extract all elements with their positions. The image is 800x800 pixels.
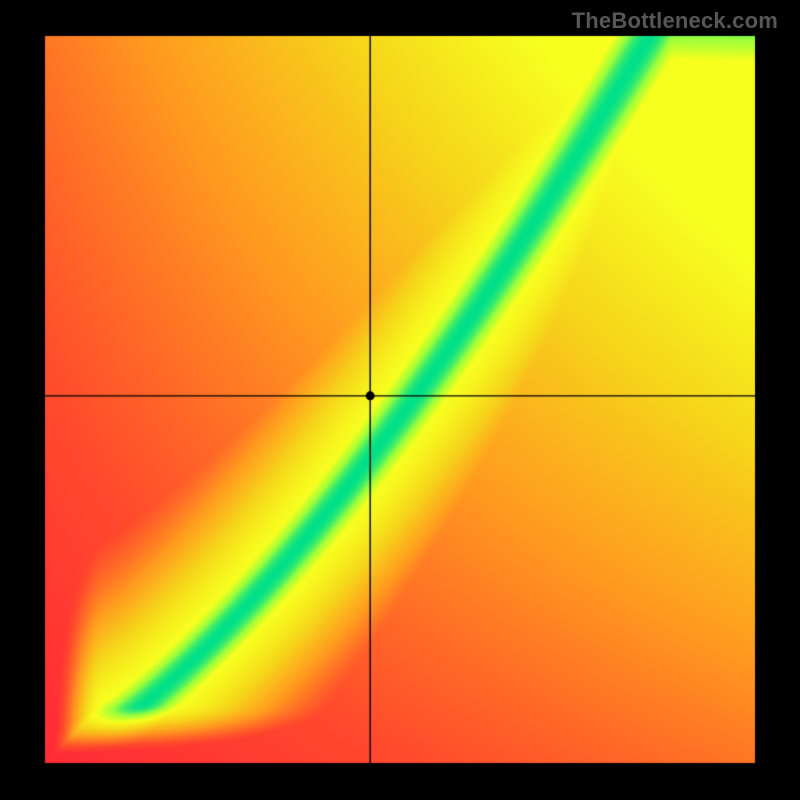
watermark-text: TheBottleneck.com: [572, 8, 778, 34]
heatmap-canvas: [0, 0, 800, 800]
chart-container: TheBottleneck.com: [0, 0, 800, 800]
